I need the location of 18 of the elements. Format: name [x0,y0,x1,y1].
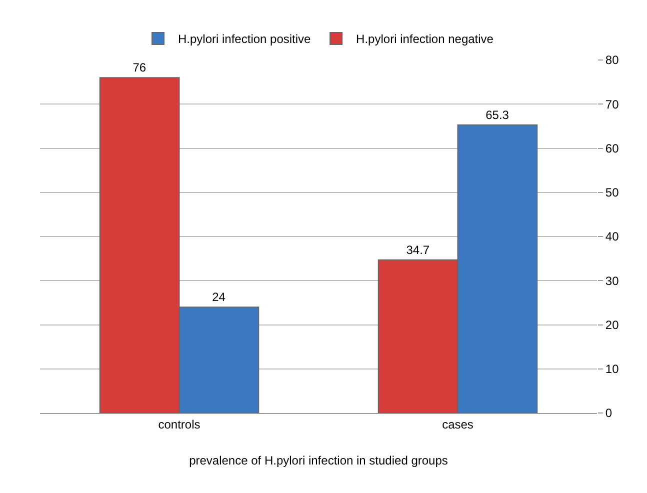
legend-label: H.pylori infection positive [178,32,312,46]
y-tick-label: 20 [605,318,620,332]
data-label: 24 [212,290,226,304]
y-tick-label: 70 [605,97,620,112]
data-label: 65.3 [486,108,510,122]
y-tick-label: 30 [605,274,620,288]
y-tick-label: 60 [605,141,620,156]
x-axis-title: prevalence of H.pylori infection in studied groups [189,453,448,468]
y-tick-label: 0 [605,406,612,420]
y-tick-label: 50 [605,186,620,200]
y-tick-label: 10 [605,362,620,376]
x-tick-label: cases [442,417,474,432]
y-tick-label: 40 [605,230,620,244]
legend-label: H.pylori infection negative [356,32,494,46]
x-tick-label: controls [158,417,200,432]
data-label: 76 [132,60,146,75]
y-tick-label: 80 [605,53,620,68]
data-label: 34.7 [406,242,430,257]
